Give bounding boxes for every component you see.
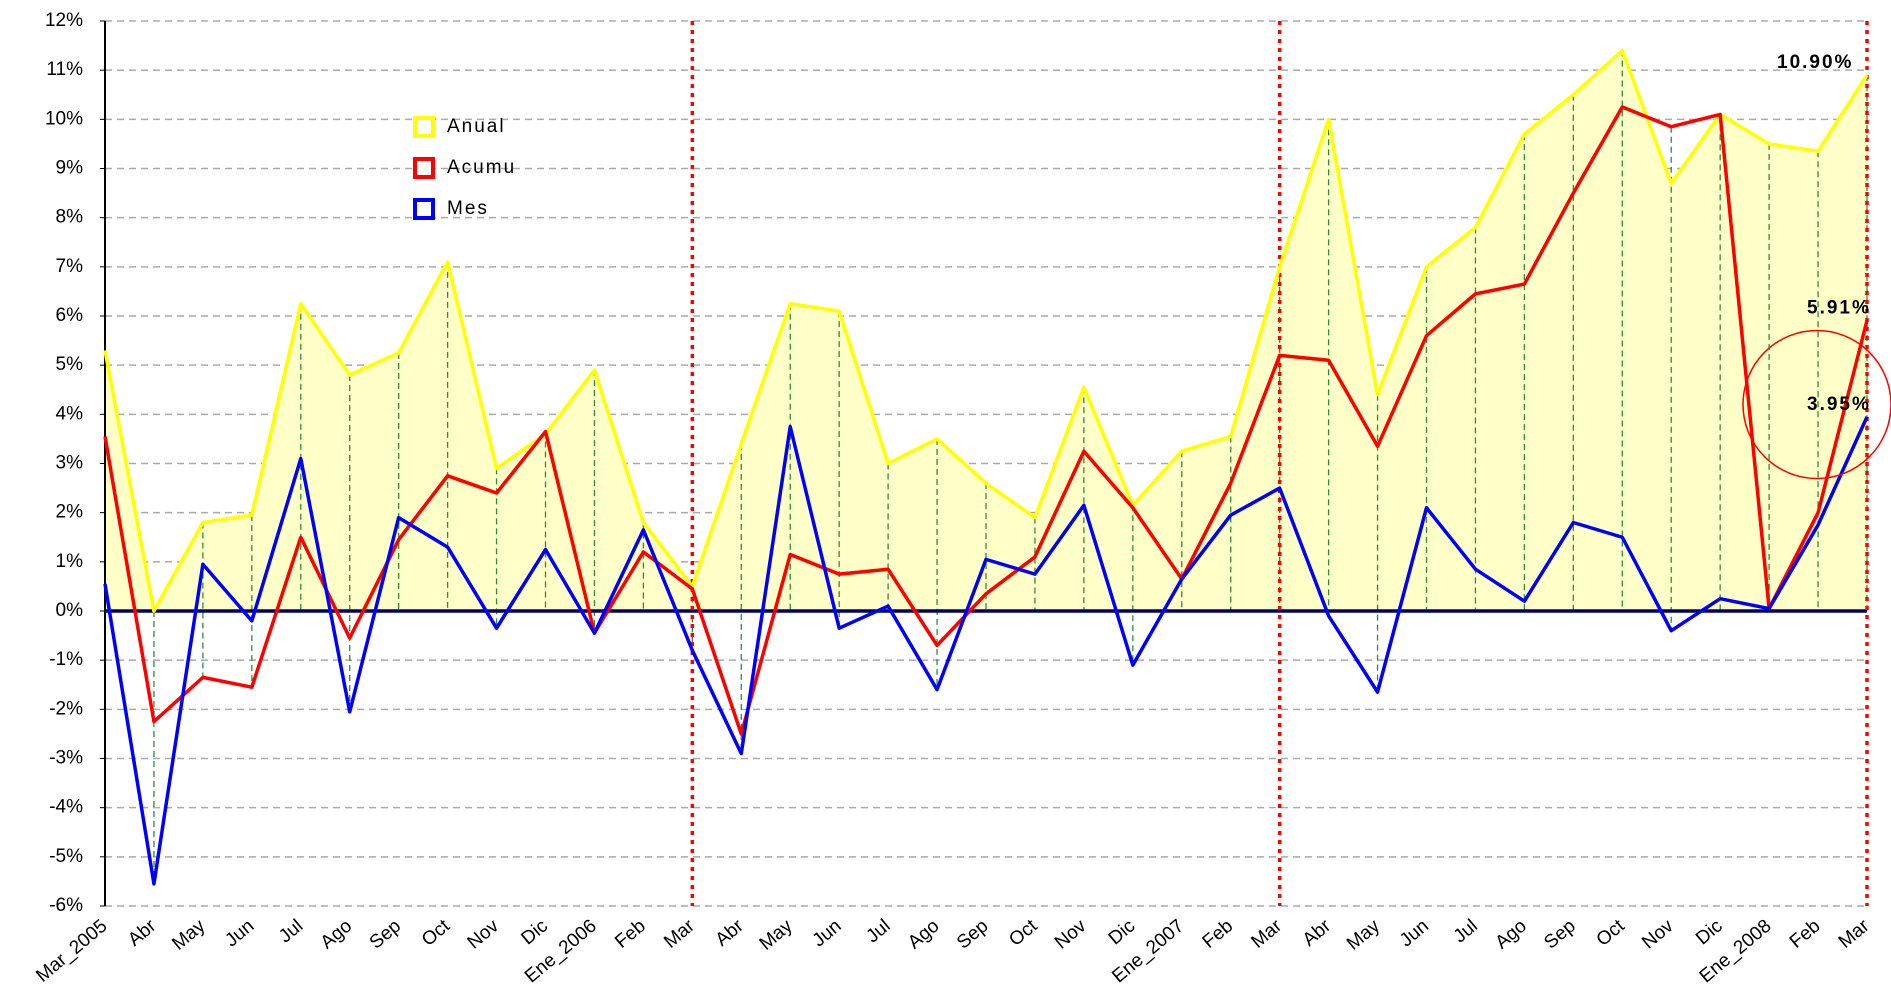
x-tick-label: Jul [275,916,307,948]
x-tick-label: Feb [1786,916,1825,953]
y-tick-label: 5% [56,354,84,375]
data-label: 3.95% [1807,394,1871,415]
legend-swatch [413,198,435,220]
y-tick-label: -3% [49,748,83,769]
x-tick-label: Abr [124,915,161,951]
legend-swatch [413,116,435,138]
x-tick-label: Jul [862,916,894,948]
x-tick-label: Ago [1491,916,1530,954]
x-tick-label: Dic [1692,916,1727,950]
data-label: 5.91% [1807,297,1871,318]
x-tick-label: Jun [221,916,258,952]
y-tick-label: -1% [49,649,83,670]
legend-swatch [413,157,435,179]
legend-label: Mes [447,198,489,219]
x-tick-label: May [1343,915,1384,954]
y-tick-label: 12% [45,10,83,31]
y-tick-label: -5% [49,846,83,867]
legend-label: Anual [447,116,506,137]
x-tick-label: Oct [1593,915,1630,951]
x-tick-label: Dic [517,916,552,950]
x-tick-label: Abr [712,915,749,951]
y-tick-label: 7% [56,256,84,277]
y-tick-label: -2% [49,698,83,719]
x-tick-label: Nov [1638,915,1678,953]
y-tick-label: 10% [45,108,83,129]
y-tick-label: 3% [56,453,84,474]
line [103,416,1869,886]
x-tick-label: Sep [366,916,405,954]
x-tick-label: Sep [953,916,992,954]
y-tick-label: 8% [56,207,84,228]
x-tick-label: Dic [1105,916,1140,950]
x-tick-label: Ago [904,916,943,954]
data-label: 10.90% [1777,52,1853,73]
x-tick-label: Oct [418,915,455,951]
x-tick-label: May [168,915,209,954]
annotation-circle [1742,329,1891,480]
x-tick-label: Jun [809,916,846,952]
x-tick-label: Feb [1199,916,1238,953]
y-tick-label: 11% [46,59,83,80]
x-tick-label: Mar [660,915,699,953]
y-tick-label: 2% [56,502,84,523]
x-tick-label: Abr [1299,915,1336,951]
x-tick-label: May [756,915,797,954]
y-tick-label: 6% [56,305,84,326]
y-tick-label: -4% [49,797,83,818]
x-tick-label: Sep [1540,916,1579,954]
y-tick-label: 9% [56,158,84,179]
x-tick-label: Mar [1248,915,1287,953]
x-tick-label: Nov [464,915,504,953]
line [103,105,1869,736]
x-tick-label: Jul [1450,916,1482,948]
y-tick-label: 0% [56,600,84,621]
y-tick-label: 1% [56,551,84,572]
legend-label: Acumu [447,157,516,178]
y-tick-label: -6% [49,895,83,916]
x-tick-label: Oct [1005,915,1042,951]
x-tick-label: Jun [1396,916,1433,952]
x-tick-label: Feb [611,916,650,953]
x-tick-label: Mar [1835,915,1874,953]
y-tick-label: 4% [56,403,84,424]
line [103,48,1869,613]
x-tick-label: Nov [1051,915,1091,953]
x-tick-label: Mar_2005 [32,916,111,987]
x-tick-label: Ago [317,916,356,954]
